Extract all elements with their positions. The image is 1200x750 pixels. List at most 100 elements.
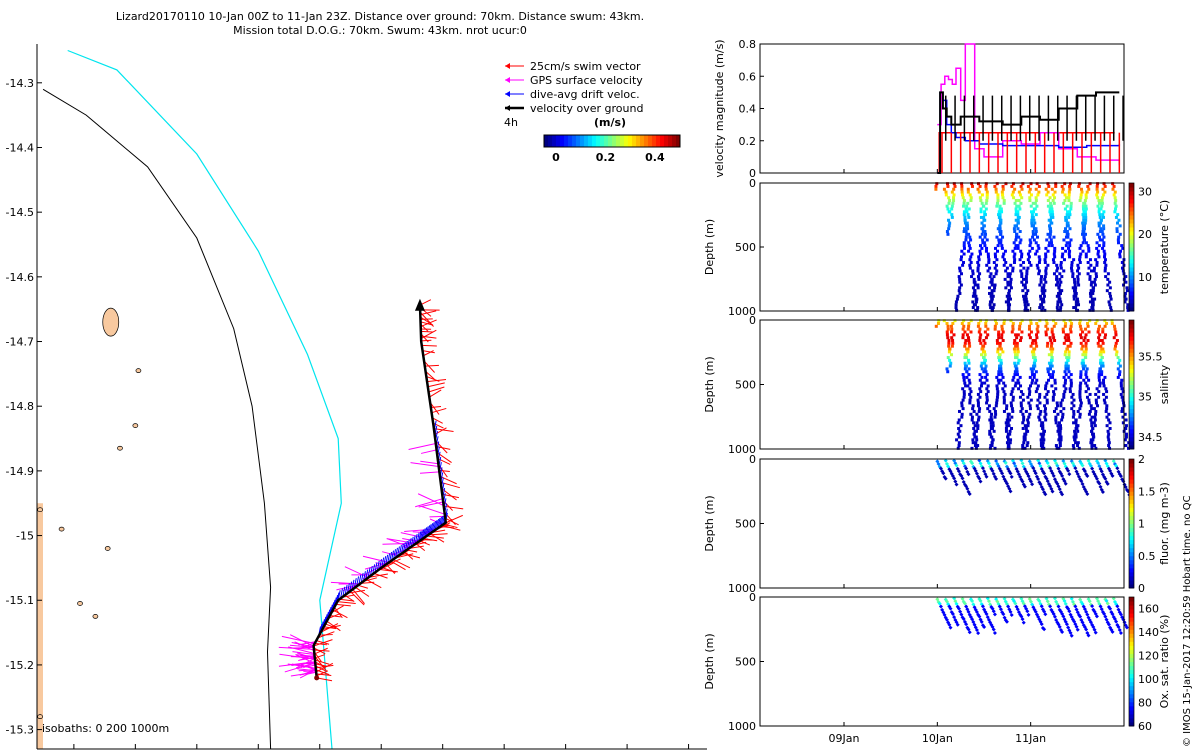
temperature-point — [1106, 272, 1110, 276]
temperature-point — [1126, 308, 1130, 312]
salinity-point — [961, 327, 965, 331]
temperature-point — [1001, 196, 1005, 200]
salinity-point — [994, 319, 998, 323]
salinity-point — [1064, 333, 1068, 337]
temperature-point — [962, 210, 966, 214]
temperature-point — [971, 300, 975, 304]
salinity-point — [1124, 432, 1128, 436]
temperature-point — [990, 280, 994, 284]
oxygen-point — [1063, 601, 1068, 606]
temperature-point — [1055, 263, 1059, 267]
salinity-point — [967, 324, 971, 328]
temperature-point — [1059, 266, 1063, 270]
fluorescence-point — [974, 471, 979, 476]
salinity-point — [1038, 395, 1042, 399]
salinity-point — [964, 364, 968, 368]
temperature-point — [1079, 252, 1083, 256]
gps-vector — [292, 651, 315, 655]
salinity-colorbar-segment — [1129, 428, 1134, 434]
salinity-point — [1098, 367, 1102, 371]
fluorescence-colorbar-segment — [1129, 567, 1134, 573]
gps-vector — [295, 657, 316, 669]
salinity-point — [1087, 412, 1091, 416]
salinity-point — [1018, 375, 1022, 379]
fluorescence-point — [1030, 482, 1035, 487]
temperature-point — [1061, 246, 1065, 250]
salinity-point — [1071, 444, 1075, 448]
salinity-point — [1044, 333, 1048, 337]
salinity-point — [997, 353, 1001, 357]
temperature-point — [1045, 193, 1049, 197]
oxygen-point — [977, 614, 982, 619]
salinity-point — [1099, 361, 1103, 365]
salinity-point — [960, 321, 964, 325]
temperature-point — [1101, 246, 1105, 250]
salinity-point — [1046, 390, 1050, 394]
salinity-point — [1054, 444, 1058, 448]
temperature-point — [1034, 232, 1038, 236]
salinity-point — [998, 364, 1002, 368]
salinity-point — [979, 333, 983, 337]
temperature-point — [1078, 255, 1082, 259]
colorbar-segment — [600, 135, 605, 147]
temperature-point — [1088, 308, 1092, 312]
temperature-point — [952, 182, 956, 186]
salinity-point — [1010, 330, 1014, 334]
temperature-point — [977, 277, 981, 281]
temperature-point — [1086, 272, 1090, 276]
temperature-point — [968, 246, 972, 250]
swim-vector — [433, 428, 454, 433]
salinity-point — [1078, 415, 1082, 419]
salinity-point — [1050, 356, 1054, 360]
salinity-point — [998, 367, 1002, 371]
salinity-point — [1079, 375, 1083, 379]
salinity-point — [1044, 387, 1048, 391]
salinity-point — [1087, 398, 1091, 402]
temperature-point — [1062, 258, 1066, 262]
temperature-point — [970, 182, 974, 186]
salinity-point — [1028, 412, 1032, 416]
temperature-point — [1109, 308, 1113, 312]
salinity-point — [1021, 398, 1025, 402]
oxygen-point — [962, 601, 967, 606]
colorbar-segment — [592, 135, 597, 147]
salinity-point — [1100, 364, 1104, 368]
salinity-point — [1032, 356, 1036, 360]
salinity-y-label: Depth (m) — [703, 356, 716, 412]
salinity-point — [948, 358, 952, 362]
temperature-point — [1091, 303, 1095, 307]
salinity-point — [983, 341, 987, 345]
oxygen-point — [1087, 599, 1092, 604]
fluorescence-colorbar-segment — [1129, 579, 1134, 585]
temperature-point — [1020, 252, 1024, 256]
temperature-point — [1057, 291, 1061, 295]
swim-vector — [316, 670, 329, 677]
temperature-point — [987, 258, 991, 262]
temperature-point — [986, 269, 990, 273]
salinity-point — [1092, 435, 1096, 439]
salinity-point — [1123, 412, 1127, 416]
temperature-point — [1095, 263, 1099, 267]
fluorescence-point — [1056, 466, 1061, 471]
temperature-point — [1066, 210, 1070, 214]
temperature-point — [1007, 289, 1011, 293]
temperature-point — [961, 196, 965, 200]
oxygen-colorbar-segment — [1129, 597, 1134, 602]
salinity-point — [1064, 373, 1068, 377]
temperature-point — [1030, 218, 1034, 222]
temperature-point — [1024, 306, 1028, 310]
temperature-point — [1053, 190, 1057, 194]
temperature-point — [971, 269, 975, 273]
salinity-point — [1086, 324, 1090, 328]
temperature-point — [1069, 201, 1073, 205]
gps-vector — [305, 669, 317, 674]
temperature-point — [1011, 249, 1015, 253]
salinity-point — [1067, 356, 1071, 360]
salinity-point — [1025, 444, 1029, 448]
fluorescence-point — [1066, 468, 1071, 473]
salinity-point — [1070, 395, 1074, 399]
fluorescence-colorbar-segment — [1129, 543, 1134, 549]
swim-vector — [431, 407, 447, 414]
temperature-point — [1103, 260, 1107, 264]
